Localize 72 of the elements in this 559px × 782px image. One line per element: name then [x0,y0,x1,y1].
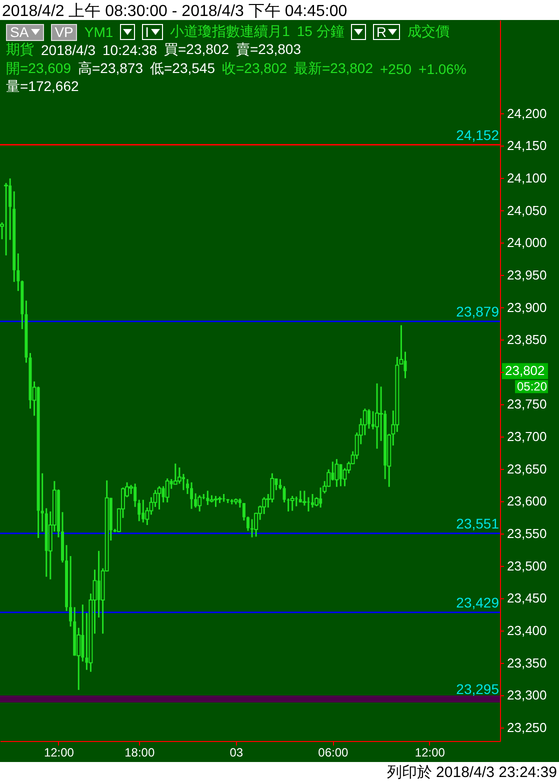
candlestick [290,495,294,512]
candlestick [238,498,242,508]
y-tick-label: 23,600 [507,494,547,509]
annotation: +250 [380,61,412,77]
annotation: 小道瓊指數連續月1 [170,23,290,39]
x-tick-label: 06:00 [318,746,348,760]
candlestick [142,499,145,524]
y-tick-label: 24,100 [507,170,547,186]
text: 23,802 [505,363,545,378]
candlestick [198,494,202,512]
ref-line-label: 23,551 [456,515,500,532]
y-tick-label: 24,000 [507,235,547,250]
y-tick-label: 23,350 [507,655,547,670]
x-tick-label: 18:00 [124,746,155,760]
x-tick-label: 12:00 [44,746,74,760]
annotation: I [145,24,150,40]
text: 05:20 [517,380,548,394]
annotation: 買=23,802 [164,41,229,57]
candlestick [173,462,178,486]
annotation: 收=23,802 [222,60,287,76]
annotation: 開=23,609 [6,60,71,76]
y-tick-label: 24,150 [507,138,547,154]
annotation: 2018/4/3 [41,42,96,58]
annotation: 10:24:38 [102,42,157,58]
annotation: 成交價 [407,23,450,39]
annotation: YM1 [84,24,114,40]
candlestick [278,478,282,490]
annotation: R [376,24,386,40]
ref-line-label: 23,295 [456,680,500,697]
candlestick [367,408,370,430]
ref-line-label: 23,429 [456,594,500,610]
y-tick-label: 23,900 [507,300,547,315]
y-tick-label: 24,050 [507,202,547,218]
candlestick [206,490,210,506]
ref-line-label: 24,152 [456,126,500,143]
annotation: 賣=23,803 [236,41,301,57]
annotation: 最新=23,802 [294,60,373,76]
y-tick-label: 23,700 [507,429,547,444]
candlestick [270,472,274,504]
annotation: +1.06% [418,61,466,77]
annotation: VP [54,24,74,40]
y-tick-label: 23,550 [507,526,547,542]
annotation: 高=23,873 [78,60,143,76]
candlestick [186,478,189,495]
y-tick-label: 23,650 [507,461,547,476]
candlestick [334,458,339,488]
y-tick-label: 23,850 [507,332,547,348]
candlestick [190,482,194,510]
candlestick [182,473,185,491]
y-tick-label: 24,200 [507,106,547,121]
y-tick-label: 23,450 [507,590,547,606]
annotation: SA [10,24,29,40]
y-tick-label: 23,300 [507,688,547,703]
annotation: 期貨 [6,41,34,57]
annotation: 量=172,662 [6,78,79,94]
annotation: 低=23,545 [150,60,215,76]
y-tick-label: 23,250 [507,720,547,736]
candlestick [306,496,310,512]
annotation: 15 分鐘 [296,23,344,39]
y-tick-label: 23,400 [507,623,547,638]
candlestick [375,382,380,450]
candlestick [157,485,162,510]
chart-title: 2018/4/2 上午 08:30:00 - 2018/4/3 下午 04:45:00 [2,2,348,22]
x-tick-label: 03 [230,746,244,760]
y-tick-label: 23,500 [507,558,547,574]
ref-line-label: 23,879 [456,303,500,320]
y-tick-label: 23,950 [507,267,547,282]
text: 列印於 2018/4/3 23:24:39 [386,763,557,782]
y-tick-label: 23,750 [507,396,547,412]
x-tick-label: 12:00 [414,746,446,760]
candlestick [214,495,218,508]
candlestick [165,478,170,504]
